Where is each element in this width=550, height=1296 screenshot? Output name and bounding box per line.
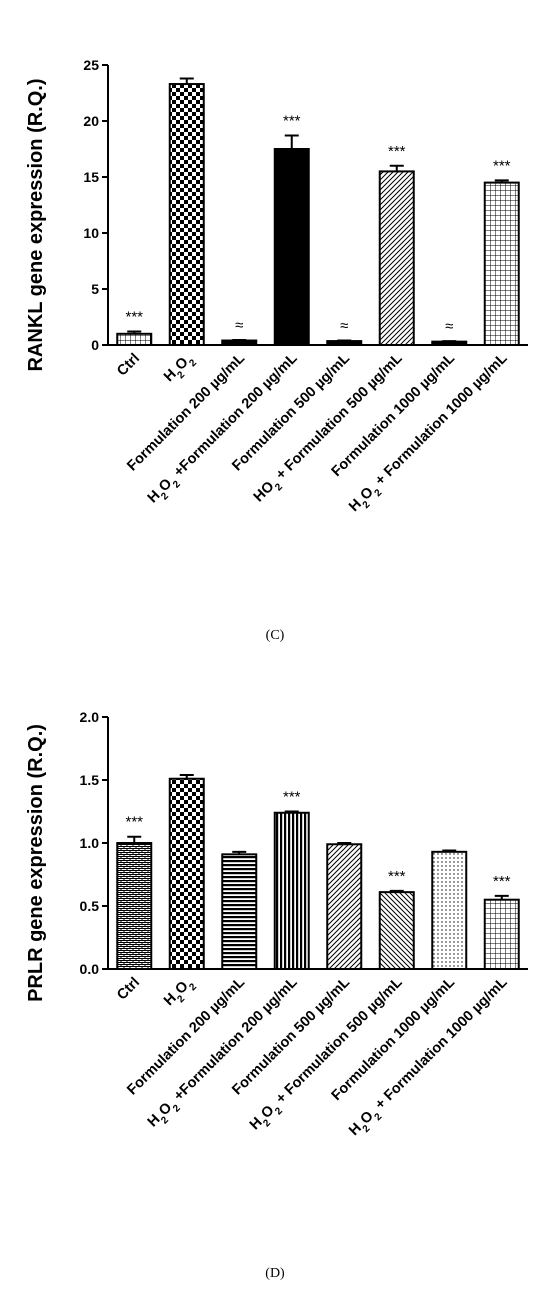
chart-panel-c: 0 5 10 15 20 25 RANKL gene expression (R.Q.) **… bbox=[25, 57, 528, 643]
error-bar bbox=[179, 77, 194, 85]
rankl-bar-chart: 0 5 10 15 20 25 RANKL gene expression (R.Q.) **… bbox=[25, 57, 528, 515]
y-tick-label: 5 bbox=[91, 281, 99, 297]
significance-label: *** bbox=[493, 873, 511, 890]
error-bar bbox=[284, 810, 299, 813]
bar bbox=[378, 170, 415, 346]
x-tick-label: Ctrl bbox=[114, 351, 143, 380]
y-tick-label: 10 bbox=[83, 225, 99, 241]
y-tick-label: 20 bbox=[83, 113, 99, 129]
x-tick-label: H2O2 bbox=[161, 350, 199, 388]
bar bbox=[273, 811, 310, 970]
error-bar bbox=[494, 179, 509, 183]
x-tick-label: H2O2 bbox=[161, 974, 199, 1012]
x-tick-label: Ctrl bbox=[114, 975, 143, 1004]
y-tick-label: 25 bbox=[83, 57, 99, 73]
error-bar bbox=[494, 894, 509, 900]
y-axis-label: RANKL gene expression (R.Q.) bbox=[25, 78, 47, 371]
error-bar bbox=[127, 835, 142, 843]
error-bar bbox=[232, 338, 247, 341]
bar bbox=[168, 777, 205, 970]
y-axis-label: PRLR gene expression (R.Q.) bbox=[25, 724, 47, 1002]
significance-label: ≈ bbox=[340, 318, 348, 335]
significance-label: ≈ bbox=[235, 317, 243, 334]
y-tick-label: 0 bbox=[91, 337, 99, 353]
panel-label-d: (D) bbox=[265, 1266, 285, 1281]
significance-label: *** bbox=[125, 814, 143, 831]
y-tick-label: 0.5 bbox=[80, 898, 100, 914]
y-tick-label: 2.0 bbox=[80, 709, 100, 725]
chart-body: 0 5 10 15 20 25 RANKL gene expression (R.Q.) **… bbox=[25, 57, 528, 515]
significance-label: *** bbox=[493, 157, 511, 174]
error-bar bbox=[179, 773, 194, 779]
y-tick-label: 1.0 bbox=[80, 835, 100, 851]
y-tick-label: 1.5 bbox=[80, 772, 100, 788]
bar bbox=[326, 843, 363, 970]
error-bar bbox=[442, 340, 457, 343]
error-bar bbox=[232, 850, 247, 855]
bar bbox=[273, 148, 310, 346]
significance-label: ≈ bbox=[445, 318, 453, 335]
error-bar bbox=[337, 842, 352, 845]
bar bbox=[116, 842, 153, 970]
prlr-bar-chart: 0.0 0.5 1.0 1.5 2.0 PRLR gene expression (R.Q… bbox=[25, 709, 528, 1139]
bar bbox=[221, 339, 258, 346]
y-tick-label: 0.0 bbox=[80, 961, 100, 977]
error-bar bbox=[389, 164, 404, 172]
significance-label: *** bbox=[283, 113, 301, 130]
significance-label: *** bbox=[388, 868, 406, 885]
bar bbox=[326, 340, 363, 346]
significance-label: *** bbox=[283, 789, 301, 806]
significance-label: *** bbox=[388, 143, 406, 160]
y-tick-label: 15 bbox=[83, 169, 99, 185]
bar bbox=[221, 853, 258, 970]
bar bbox=[116, 332, 153, 346]
bar bbox=[483, 898, 520, 970]
error-bar bbox=[337, 339, 352, 342]
error-bar bbox=[442, 849, 457, 852]
bar bbox=[483, 181, 520, 346]
bar bbox=[168, 83, 205, 346]
bar bbox=[378, 891, 415, 970]
panel-label-c: (C) bbox=[265, 628, 285, 643]
chart-panel-d: 0.0 0.5 1.0 1.5 2.0 PRLR gene expression (R.Q… bbox=[0, 648, 550, 1296]
bar bbox=[431, 850, 468, 971]
bar bbox=[431, 340, 468, 347]
significance-label: *** bbox=[125, 309, 143, 326]
error-bar bbox=[127, 330, 142, 334]
error-bar bbox=[389, 889, 404, 893]
chart-body: 0.0 0.5 1.0 1.5 2.0 PRLR gene expression (R.Q… bbox=[25, 709, 528, 1139]
error-bar bbox=[284, 134, 299, 149]
